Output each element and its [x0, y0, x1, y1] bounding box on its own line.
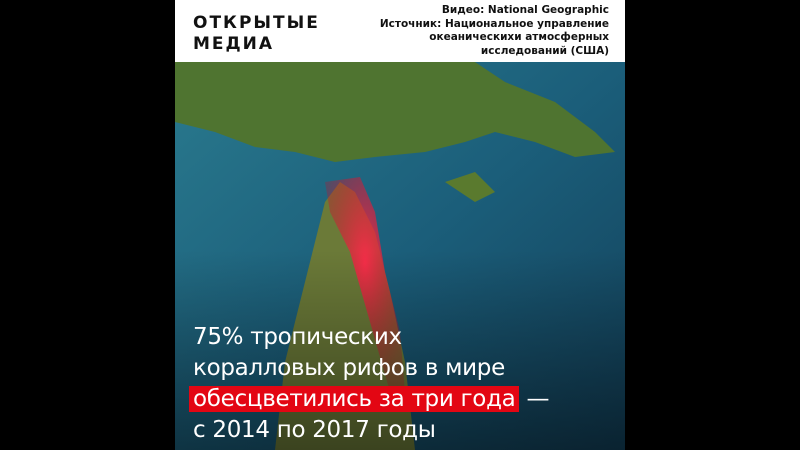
credits: Видео: National Geographic Источник: Нац… — [380, 4, 609, 58]
island — [445, 172, 495, 202]
credit-line: океаническихи атмосферных — [429, 31, 609, 43]
video-frame: ОТКРЫТЫЕ МЕДИА Видео: National Geographi… — [175, 0, 625, 450]
credit-line: Видео: National Geographic — [441, 4, 609, 16]
credit-line: Источник: Национальное управление — [379, 17, 609, 30]
satellite-map — [175, 62, 625, 450]
caption-shade — [175, 250, 625, 450]
logo-line2: МЕДИА — [193, 34, 275, 54]
logo: ОТКРЫТЫЕ МЕДИА — [193, 13, 320, 55]
caption-line4: с 2014 по 2017 годы — [193, 417, 436, 443]
coral-bleaching-area — [325, 177, 405, 392]
new-guinea-land — [175, 62, 615, 162]
cape-york-land — [275, 182, 415, 450]
header-bar: ОТКРЫТЫЕ МЕДИА Видео: National Geographi… — [175, 0, 625, 62]
caption-highlight: обесцветились за три года — [189, 386, 520, 412]
logo-line1: ОТКРЫТЫЕ — [193, 13, 320, 33]
caption-line1: 75% тропических — [193, 324, 402, 350]
caption-line2: коралловых рифов в мире — [193, 355, 505, 381]
credit-line: исследований (США) — [480, 44, 609, 57]
caption-dash: — — [519, 386, 550, 412]
caption-line3: обесцветились за три года — — [189, 384, 550, 415]
caption: 75% тропических коралловых рифов в мире … — [189, 322, 550, 446]
